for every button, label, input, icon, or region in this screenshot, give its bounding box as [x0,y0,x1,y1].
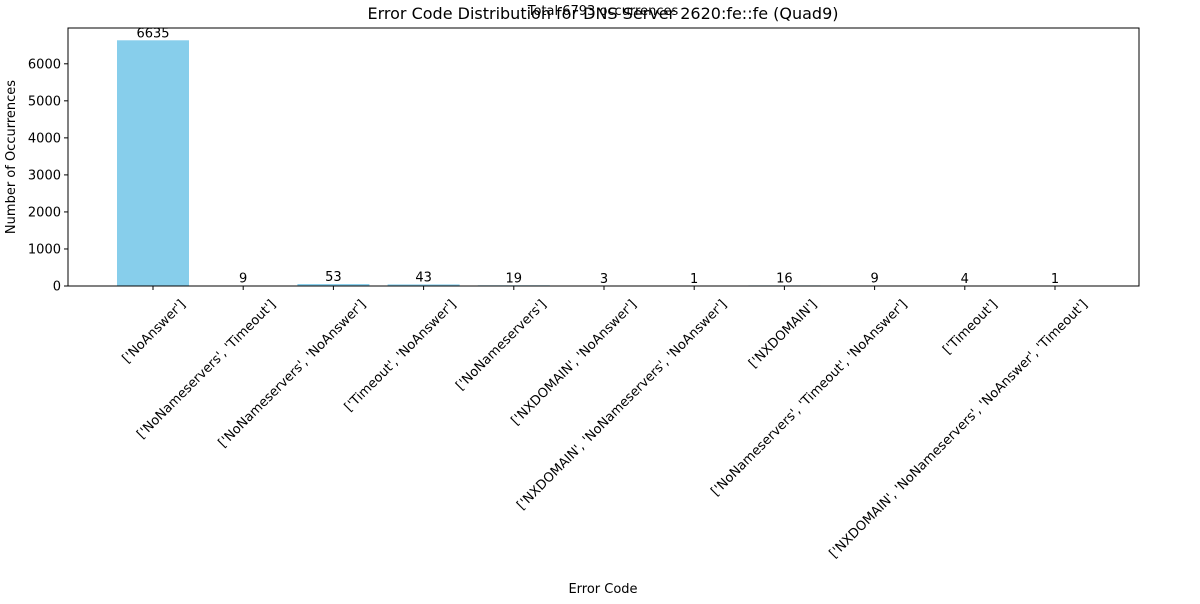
plot-frame [68,28,1139,286]
x-tick-label: ['NoNameservers', 'NoAnswer'] [216,297,370,451]
x-tick-label: ['NoNameservers', 'Timeout', 'NoAnswer'] [708,297,910,499]
bar [117,40,189,286]
x-axis-ticks: ['NoAnswer']['NoNameservers', 'Timeout']… [120,286,1091,561]
bar-value-label: 6635 [136,26,169,41]
y-tick-label: 6000 [28,57,61,72]
x-tick-label: ['NXDOMAIN', 'NoNameservers', 'NoAnswer'… [514,297,730,513]
bar-value-label: 16 [776,271,793,286]
y-tick-label: 2000 [28,205,61,220]
x-axis-label: Error Code [568,582,637,597]
bars-layer [117,40,1091,286]
y-axis-ticks: 0 1000 2000 3000 4000 5000 6000 [28,57,68,294]
x-tick-label: ['NXDOMAIN'] [746,297,820,371]
x-tick-label: ['Timeout'] [940,297,1000,357]
y-axis-label: Number of Occurrences [4,80,19,234]
bar-value-label: 4 [961,272,969,287]
bar-value-label: 3 [600,272,608,287]
bar-value-label: 9 [870,272,878,287]
bar-value-label: 1 [690,272,698,287]
y-tick-label: 1000 [28,242,61,257]
x-tick-label: ['NoNameservers'] [453,297,549,393]
data-labels-layer: 6635 9 53 43 19 3 1 16 9 4 1 [136,26,1059,287]
bar-value-label: 53 [325,270,342,285]
y-tick-label: 3000 [28,168,61,183]
y-tick-label: 0 [53,280,61,295]
bar-value-label: 9 [239,272,247,287]
x-tick-label: ['NoAnswer'] [120,297,189,366]
y-tick-label: 5000 [28,94,61,109]
bar-value-label: 1 [1051,272,1059,287]
bar-value-label: 43 [415,270,432,285]
bar-value-label: 19 [506,271,523,286]
y-tick-label: 4000 [28,131,61,146]
chart-subtitle: Total 6793 occurrences [527,4,679,19]
